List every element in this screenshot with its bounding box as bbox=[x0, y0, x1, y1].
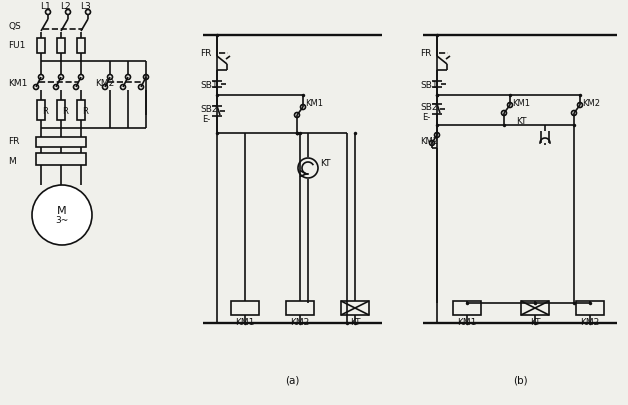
Text: (b): (b) bbox=[512, 375, 528, 385]
Bar bbox=[37, 101, 45, 121]
Bar bbox=[576, 301, 604, 315]
Bar bbox=[453, 301, 481, 315]
Text: E-: E- bbox=[422, 112, 430, 121]
Text: SB2: SB2 bbox=[420, 103, 438, 112]
Text: R: R bbox=[42, 106, 48, 115]
Text: L2: L2 bbox=[60, 2, 70, 11]
Bar bbox=[77, 101, 85, 121]
Bar bbox=[521, 301, 549, 315]
Text: FR: FR bbox=[200, 48, 212, 58]
Text: SB1: SB1 bbox=[420, 81, 438, 90]
Text: KM2: KM2 bbox=[420, 136, 438, 145]
Text: KT: KT bbox=[530, 318, 540, 327]
Text: 3~: 3~ bbox=[55, 216, 68, 225]
Text: FU1: FU1 bbox=[8, 40, 25, 49]
Text: KT: KT bbox=[350, 318, 360, 327]
Text: R: R bbox=[82, 106, 88, 115]
Text: L3: L3 bbox=[80, 2, 90, 11]
Text: KM1: KM1 bbox=[512, 98, 530, 107]
Text: L1: L1 bbox=[40, 2, 50, 11]
Bar bbox=[37, 39, 45, 54]
Text: R: R bbox=[62, 106, 68, 115]
Text: KM2: KM2 bbox=[580, 318, 600, 327]
Text: KM1: KM1 bbox=[457, 318, 477, 327]
Text: KM1: KM1 bbox=[8, 78, 28, 87]
Text: KT: KT bbox=[516, 116, 526, 125]
Bar bbox=[57, 39, 65, 54]
Text: E-: E- bbox=[202, 114, 210, 123]
Text: M: M bbox=[8, 156, 16, 165]
Text: QS: QS bbox=[8, 22, 21, 32]
Text: SB2: SB2 bbox=[200, 105, 217, 114]
Bar bbox=[231, 301, 259, 315]
Text: M: M bbox=[57, 205, 67, 215]
Bar bbox=[341, 301, 369, 315]
Text: KM2: KM2 bbox=[95, 78, 114, 87]
Text: KM2: KM2 bbox=[582, 98, 600, 107]
Text: KT: KT bbox=[320, 159, 330, 168]
Bar bbox=[36, 138, 86, 148]
Bar bbox=[286, 301, 314, 315]
Text: KM1: KM1 bbox=[305, 99, 323, 108]
Text: SB1: SB1 bbox=[200, 81, 218, 90]
Bar bbox=[36, 153, 86, 166]
Text: KM2: KM2 bbox=[290, 318, 310, 327]
Bar bbox=[57, 101, 65, 121]
Text: KM1: KM1 bbox=[236, 318, 255, 327]
Text: FR: FR bbox=[420, 48, 431, 58]
Text: FR: FR bbox=[8, 136, 19, 145]
Text: (a): (a) bbox=[285, 375, 299, 385]
Bar bbox=[77, 39, 85, 54]
Circle shape bbox=[32, 185, 92, 245]
